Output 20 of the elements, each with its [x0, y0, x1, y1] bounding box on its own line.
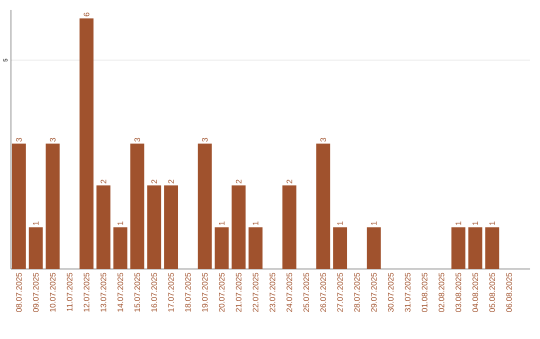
- bar: [80, 18, 94, 270]
- bar: [96, 186, 110, 270]
- bar: [46, 144, 60, 270]
- bar: [333, 227, 348, 270]
- bar: [214, 227, 229, 270]
- bar: [468, 227, 482, 270]
- bar: [485, 227, 500, 270]
- bar: [28, 227, 43, 270]
- bar: [147, 186, 162, 270]
- bar: [164, 186, 178, 270]
- bar: [366, 227, 381, 270]
- bar: [316, 144, 330, 270]
- bar: [232, 186, 246, 270]
- bar: [282, 186, 296, 270]
- bar: [12, 144, 26, 270]
- bar: [130, 144, 144, 270]
- bar: [113, 227, 128, 270]
- bar: [248, 227, 263, 270]
- bar: [198, 144, 212, 270]
- bar: [451, 227, 466, 270]
